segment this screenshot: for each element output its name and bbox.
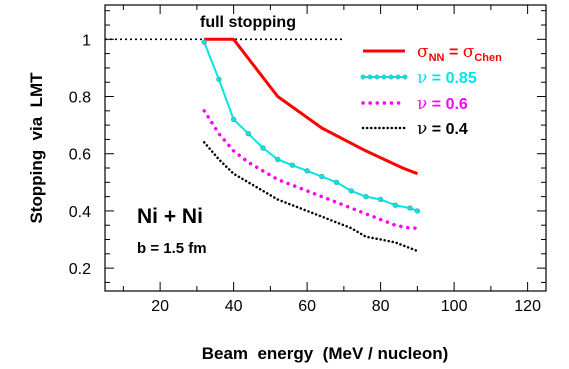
series-marker-1 (289, 162, 296, 168)
series-line-0 (204, 37, 418, 176)
legend: σNN = σChen ν = 0.85 ν = 0.6 ν = 0.4 (360, 42, 502, 139)
x-tick-label: 100 (441, 298, 468, 315)
series-line-3 (202, 141, 419, 253)
series-marker-1 (245, 131, 252, 137)
x-tick-label: 60 (298, 298, 316, 315)
y-tick-label: 0.4 (69, 204, 91, 221)
series-line-1 (203, 41, 418, 212)
series-marker-1 (407, 205, 413, 211)
series-marker-1 (304, 168, 310, 174)
y-axis-title: Stopping via LMT (27, 72, 46, 224)
system-label: Ni + Ni (137, 205, 203, 228)
legend-marker-1 (388, 74, 394, 80)
full-stopping-label: full stopping (200, 14, 296, 31)
series-marker-1 (216, 76, 222, 83)
legend-marker-1 (367, 74, 373, 80)
y-tick-label: 0.8 (69, 90, 91, 107)
series-marker-1 (363, 193, 369, 200)
series-marker-1 (201, 39, 207, 45)
series-marker-1 (275, 156, 281, 163)
series-marker-1 (260, 145, 266, 151)
x-tick-label: 120 (514, 298, 541, 315)
x-axis-title: Beam energy (MeV / nucleon) (202, 344, 449, 363)
series-line-2 (202, 109, 420, 230)
legend-label-0: σNN = σChen (417, 42, 502, 64)
y-tick-label: 0.6 (69, 147, 91, 164)
data-series (201, 37, 421, 253)
legend-marker-1 (395, 74, 401, 80)
legend-label-3: ν = 0.4 (417, 119, 468, 139)
series-marker-1 (348, 188, 354, 194)
series-marker-1 (333, 179, 340, 186)
legend-marker-1 (402, 74, 408, 80)
impact-parameter-label: b = 1.5 fm (137, 240, 207, 257)
series-marker-1 (414, 208, 421, 214)
x-tick-label: 20 (151, 298, 169, 315)
legend-label-2: ν = 0.6 (417, 94, 468, 114)
legend-label-1: ν = 0.85 (417, 68, 477, 88)
series-marker-1 (319, 173, 325, 180)
series-marker-1 (392, 202, 399, 208)
y-tick-label: 0.2 (69, 261, 91, 278)
x-tick-label: 40 (225, 298, 243, 315)
legend-marker-1 (374, 74, 380, 80)
axis-ticks (105, 5, 546, 291)
x-tick-label: 80 (372, 298, 390, 315)
series-marker-1 (377, 196, 384, 203)
legend-marker-1 (381, 74, 387, 80)
axis-tick-labels: 20 40 60 80 100 120 0.2 0.4 0.6 0.8 1 (69, 32, 541, 315)
y-tick-label: 1 (82, 32, 91, 49)
plot-frame (104, 4, 547, 292)
legend-marker-1 (360, 74, 366, 80)
series-marker-1 (230, 116, 237, 123)
